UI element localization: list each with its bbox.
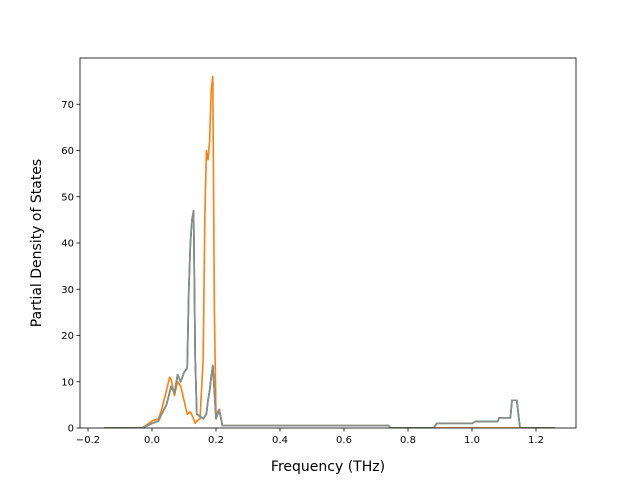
x-tick-label: −0.2: [76, 435, 100, 446]
series-line-3: [104, 209, 556, 428]
y-axis-label: Partial Density of States: [29, 159, 45, 327]
x-tick-label: 0.0: [144, 435, 160, 446]
y-tick-label: 20: [61, 331, 74, 342]
x-tick-label: 0.4: [272, 435, 288, 446]
y-tick-label: 70: [61, 100, 74, 111]
x-tick-label: 0.2: [208, 435, 224, 446]
y-tick-label: 0: [68, 424, 74, 435]
plot-background: [80, 58, 576, 428]
y-tick-label: 60: [61, 146, 74, 157]
x-axis-label: Frequency (THz): [271, 459, 385, 475]
x-tick-label: 0.6: [336, 435, 352, 446]
x-tick-label: 1.2: [528, 435, 544, 446]
y-tick-label: 30: [61, 285, 74, 296]
x-axis-ticks: −0.2 0.0 0.2 0.4 0.6 0.8 1.0 1.2: [76, 428, 544, 446]
x-tick-label: 1.0: [464, 435, 480, 446]
x-tick-label: 0.8: [400, 435, 416, 446]
plot-frame: [79, 57, 577, 429]
y-tick-label: 50: [61, 192, 74, 203]
y-tick-label: 40: [61, 239, 74, 250]
y-tick-label: 10: [61, 377, 74, 388]
y-axis-ticks: 0 10 20 30 40 50 60 70: [61, 100, 80, 435]
series-layer: [104, 75, 556, 428]
